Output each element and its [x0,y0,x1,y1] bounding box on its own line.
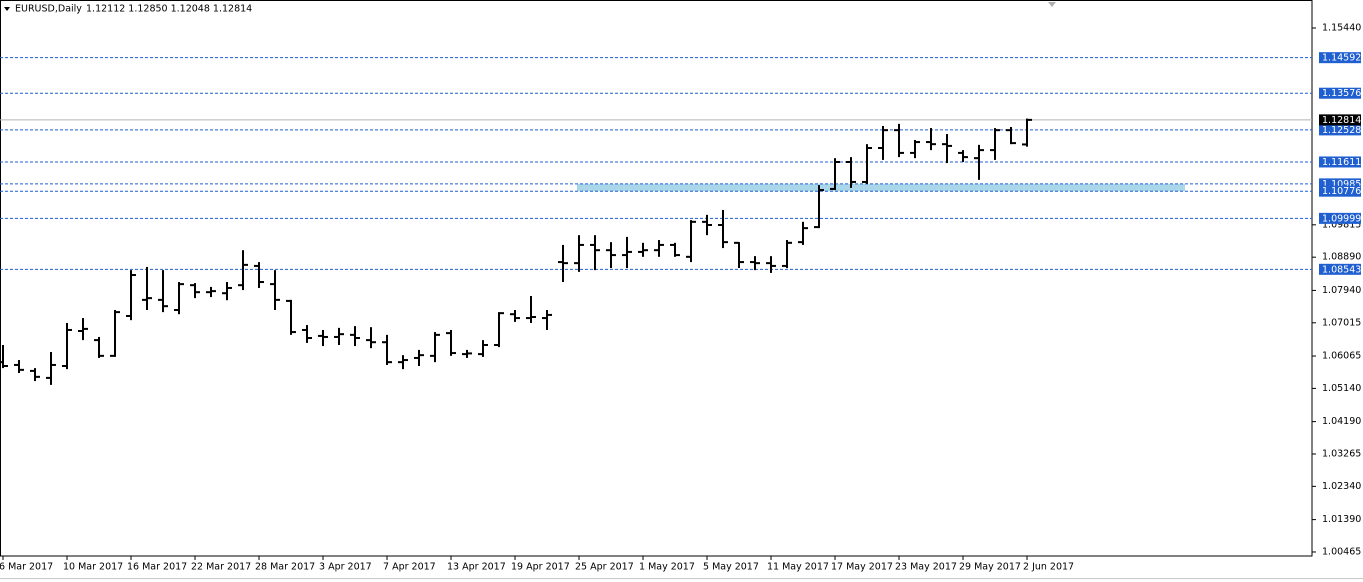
level-label-box [1319,178,1361,190]
x-tick-label: 29 May 2017 [959,562,1021,573]
level-label: 1.14592 [1322,53,1361,64]
level-label: 1.08543 [1322,264,1361,275]
x-tick-label: 7 Apr 2017 [383,562,436,573]
level-label: 1.13576 [1322,88,1361,99]
level-label: 1.11611 [1322,157,1361,168]
quote-label: 1.12112 1.12850 1.12048 1.12814 [86,4,252,15]
level-label: 1.09999 [1322,213,1361,224]
y-tick-label: 1.08890 [1322,252,1361,263]
x-tick-label: 22 Mar 2017 [191,562,251,573]
y-tick-label: 1.15440 [1322,22,1361,33]
zone [577,183,1185,192]
y-tick-label: 1.07015 [1322,317,1361,328]
x-tick-label: 2 Jun 2017 [1023,562,1074,573]
x-tick-label: 25 Apr 2017 [575,562,634,573]
symbol-label: EURUSD,Daily [15,4,82,15]
x-tick-label: 23 May 2017 [895,562,957,573]
y-tick-label: 1.06065 [1322,351,1361,362]
shift-marker [1048,2,1056,7]
x-tick-label: 11 May 2017 [767,562,829,573]
x-tick-label: 16 Mar 2017 [127,562,187,573]
x-tick-label: 1 May 2017 [639,562,695,573]
last-price-box [1319,114,1361,126]
x-tick-label: 17 May 2017 [831,562,893,573]
y-tick-label: 1.05140 [1322,383,1361,394]
y-tick-label: 1.04190 [1322,416,1361,427]
level-label-box [1319,185,1361,197]
y-tick-label: 1.01390 [1322,514,1361,525]
last-price-label: 1.12814 [1322,115,1361,126]
y-tick-label: 1.03265 [1322,449,1361,460]
level-label: 1.10776 [1322,186,1361,197]
level-label: 1.10985 [1322,179,1361,190]
x-tick-label: 6 Mar 2017 [0,562,53,573]
x-tick-label: 19 Apr 2017 [511,562,570,573]
level-label-box [1319,87,1361,99]
x-tick-label: 3 Apr 2017 [319,562,372,573]
level-label: 1.12528 [1322,125,1361,136]
y-tick-label: 1.07940 [1322,285,1361,296]
menu-triangle [4,7,10,11]
x-tick-label: 10 Mar 2017 [63,562,123,573]
level-label-box [1319,124,1361,136]
x-tick-label: 5 May 2017 [703,562,759,573]
x-tick-label: 13 Apr 2017 [447,562,506,573]
level-label-box [1319,52,1361,64]
y-tick-label: 1.00465 [1322,546,1361,557]
x-tick-label: 28 Mar 2017 [255,562,315,573]
level-label-box [1319,156,1361,168]
level-label-box [1319,212,1361,224]
plot-frame [0,0,1313,557]
level-label-box [1319,263,1361,275]
y-tick-label: 1.09815 [1322,219,1361,230]
y-tick-label: 1.02340 [1322,481,1361,492]
